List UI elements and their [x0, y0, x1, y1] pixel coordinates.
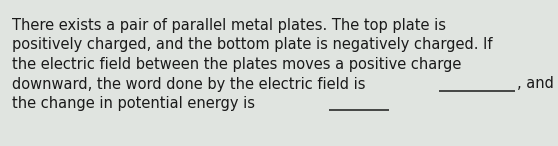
Text: There exists a pair of parallel metal plates. The top plate is: There exists a pair of parallel metal pl…: [12, 18, 446, 33]
Text: the electric field between the plates moves a positive charge: the electric field between the plates mo…: [12, 57, 461, 72]
Text: , and: , and: [517, 77, 554, 92]
Text: the change in potential energy is: the change in potential energy is: [12, 96, 260, 111]
Text: positively charged, and the bottom plate is negatively charged. If: positively charged, and the bottom plate…: [12, 38, 493, 53]
Text: downward, the word done by the electric field is: downward, the word done by the electric …: [12, 77, 371, 92]
